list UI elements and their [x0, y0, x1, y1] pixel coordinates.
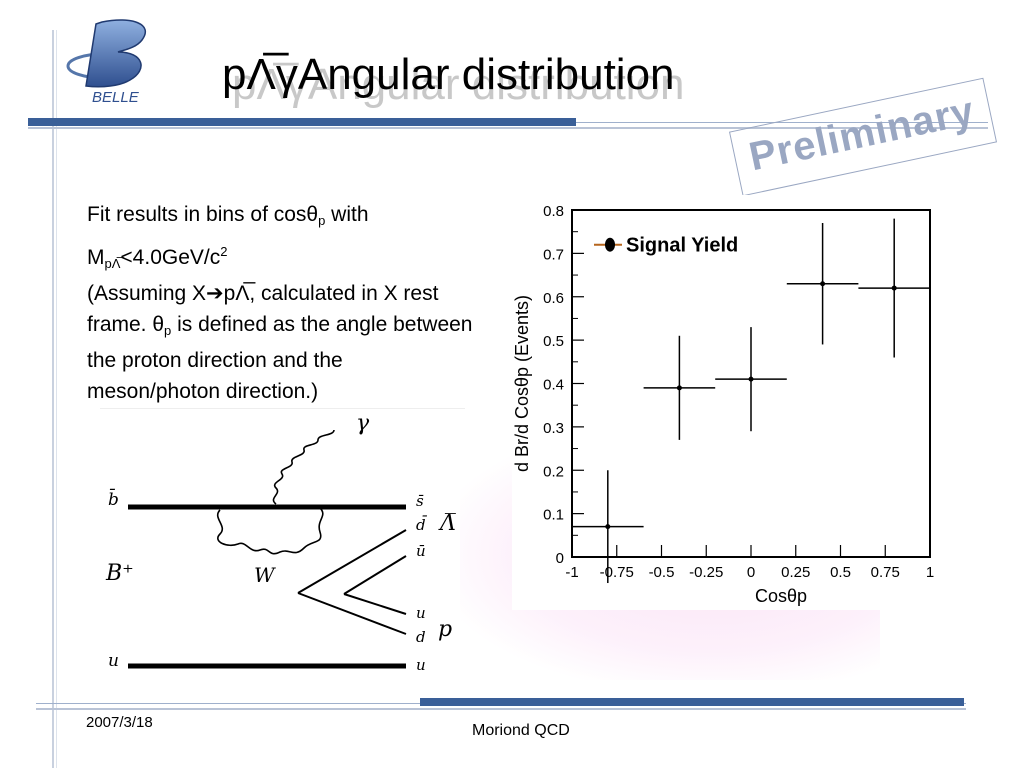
chart-background: [512, 195, 952, 610]
x-tick-label: -0.75: [600, 564, 634, 581]
d-quark-line: [297, 592, 407, 635]
w-boson-loop: [216, 507, 324, 555]
label-bbar: b̄: [108, 487, 119, 510]
page-title-shadow: pΛ̅γAngular distribution: [232, 60, 685, 109]
description-line-2: MpΛ̅<4.0GeV/c2: [87, 243, 228, 271]
angular-distribution-chart: 0 0.1 0.2 0.3 0.4 0.5 0.6 0.7 0.8 -1 -0.75 -0.5 -0.…: [512, 195, 952, 610]
legend-label: Signal Yield: [626, 235, 738, 257]
x-tick-label: 0.75: [871, 564, 900, 581]
label-u-right: u: [416, 656, 426, 674]
y-tick-label: 0.5: [543, 333, 564, 350]
logo-text: BELLE: [92, 89, 140, 106]
label-u-left: u: [108, 651, 119, 671]
data-point: [676, 385, 682, 391]
x-tick-label: 0.25: [781, 564, 810, 581]
x-tick-label: 0.5: [830, 564, 851, 581]
x-axis-label: Cosθp: [755, 586, 807, 606]
belle-logo: BELLE: [66, 19, 146, 106]
left-frame-line-inner: [56, 30, 57, 768]
label-proton: p: [438, 617, 452, 642]
description-line-3: (Assuming X➔pΛ̅, calculated in X rest fr…: [87, 282, 473, 403]
header-rule: [28, 118, 576, 126]
label-d: d: [416, 628, 426, 646]
page-title: pΛ̅γAngular distribution: [222, 50, 675, 99]
logo-b: [85, 19, 146, 88]
footer-title: Moriond QCD: [472, 722, 570, 739]
footer-rule: [420, 698, 964, 706]
label-u-mid: u: [416, 604, 426, 622]
footer-date: 2007/3/18: [86, 714, 153, 731]
header-rule-light: [28, 127, 988, 129]
label-lambda: Λ̅: [438, 511, 456, 536]
photon-line: [272, 429, 335, 505]
y-tick-label: 0.6: [543, 290, 564, 307]
y-tick-label: 0.3: [543, 420, 564, 437]
y-tick-label: 0.7: [543, 246, 564, 263]
y-axis-label: d Br/d Cosθp (Events): [512, 295, 532, 472]
label-meson: B⁺: [105, 561, 134, 586]
u-quark-line: [343, 593, 407, 615]
footer-rule-light: [36, 708, 966, 710]
data-point: [820, 281, 826, 287]
x-tick-label: -0.5: [649, 564, 675, 581]
label-sbar: s̄: [416, 492, 424, 510]
x-tick-label: -1: [565, 564, 578, 581]
y-tick-label: 0.2: [543, 463, 564, 480]
description-line-1: Fit results in bins of cosθp with: [87, 203, 369, 228]
feynman-diagram: b̄ u B⁺ W γ s̄ d̄ Λ̅ ū u d p u: [100, 408, 465, 674]
description-text: Fit results in bins of cosθp with MpΛ̅<4…: [87, 200, 477, 407]
y-tick-label: 0.4: [543, 377, 564, 394]
left-frame-line: [52, 30, 54, 768]
y-tick-label: 0.1: [543, 507, 564, 524]
x-tick-label: 0: [747, 564, 755, 581]
data-point: [605, 524, 611, 530]
x-tick-label: 1: [926, 564, 934, 581]
label-photon: γ: [356, 411, 370, 436]
ubar-quark-line: [343, 555, 407, 595]
label-ubar: ū: [416, 542, 426, 560]
data-point: [748, 376, 754, 382]
label-dbar: d̄: [416, 516, 427, 534]
x-tick-label: -0.25: [689, 564, 723, 581]
sbar-quark-line: [297, 529, 407, 594]
legend: Signal Yield: [594, 235, 738, 257]
y-tick-label: 0: [556, 550, 564, 567]
label-boson: W: [254, 563, 276, 587]
y-tick-label: 0.8: [543, 203, 564, 220]
data-point: [891, 285, 897, 291]
legend-marker: [605, 237, 615, 252]
